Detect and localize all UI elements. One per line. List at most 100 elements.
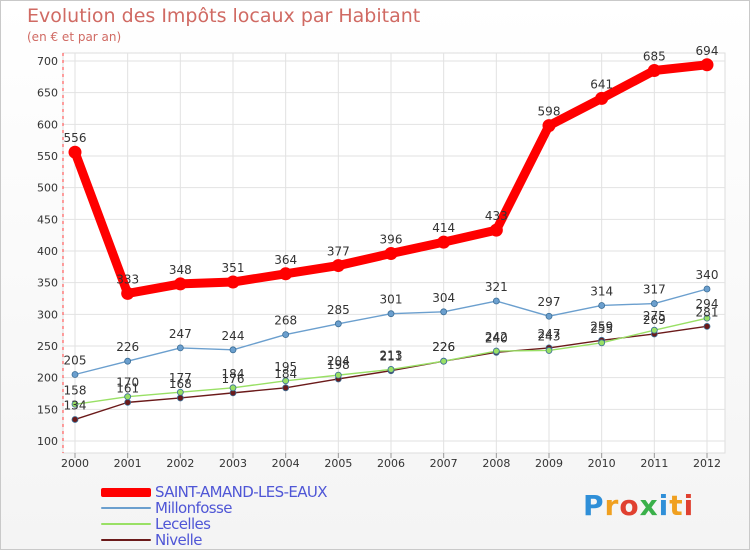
x-tick-label: 2001 (114, 457, 142, 470)
x-tick-label: 2005 (324, 457, 352, 470)
y-tick-label: 350 (37, 277, 58, 290)
data-point (229, 346, 237, 354)
x-tick-label: 2012 (693, 457, 721, 470)
data-label: 414 (432, 221, 455, 235)
data-point (176, 388, 184, 396)
x-tick-label: 2008 (482, 457, 510, 470)
y-tick-label: 450 (37, 213, 58, 226)
chart-legend: SAINT-AMAND-LES-EAUX Millonfosse Lecelle… (101, 483, 328, 549)
x-tick-label: 2011 (640, 457, 668, 470)
data-point (282, 384, 290, 392)
data-point (492, 347, 500, 355)
logo-letter: i (683, 489, 695, 522)
data-point (226, 275, 240, 289)
data-point (282, 377, 290, 385)
data-label: 134 (64, 398, 87, 412)
data-label: 321 (485, 280, 508, 294)
data-label: 226 (432, 340, 455, 354)
data-label: 213 (380, 348, 403, 362)
legend-item-saint-amand: SAINT-AMAND-LES-EAUX (101, 483, 328, 501)
data-point (384, 247, 398, 261)
legend-item-millonfosse: Millonfosse (101, 499, 327, 517)
data-point (124, 357, 132, 365)
data-point (176, 344, 184, 352)
data-label: 351 (222, 261, 245, 275)
data-label: 281 (696, 305, 719, 319)
data-label: 177 (169, 371, 192, 385)
legend-label: Nivelle (155, 531, 202, 549)
data-label: 204 (327, 354, 350, 368)
y-tick-label: 550 (37, 150, 58, 163)
logo-letter: r (604, 489, 620, 522)
data-label: 243 (538, 329, 561, 343)
x-tick-label: 2003 (219, 457, 247, 470)
data-label: 598 (538, 105, 561, 119)
data-point (489, 223, 503, 237)
data-point (545, 347, 553, 354)
data-point (68, 145, 82, 159)
data-label: 255 (590, 322, 613, 336)
data-label: 242 (485, 330, 508, 344)
data-point (334, 371, 342, 379)
logo-letter: t (669, 489, 684, 522)
proxiti-logo: Proxiti (583, 489, 694, 522)
x-tick-label: 2010 (588, 457, 616, 470)
data-point (279, 267, 293, 281)
legend-item-nivelle: Nivelle (101, 531, 327, 549)
data-label: 285 (327, 303, 350, 317)
legend-swatch (101, 523, 151, 525)
data-point (545, 312, 553, 320)
y-tick-label: 400 (37, 245, 58, 258)
data-label: 301 (380, 293, 403, 307)
data-label: 226 (116, 340, 139, 354)
data-point (334, 320, 342, 328)
x-tick-label: 2009 (535, 457, 563, 470)
x-tick-label: 2004 (272, 457, 300, 470)
data-point (647, 64, 661, 77)
legend-label: Millonfosse (155, 499, 232, 517)
legend-swatch (101, 487, 151, 497)
x-tick-label: 2002 (166, 457, 194, 470)
y-tick-label: 700 (37, 55, 58, 68)
data-point (229, 384, 237, 392)
legend-swatch (101, 507, 151, 509)
y-tick-label: 150 (37, 403, 58, 416)
data-point (595, 91, 609, 105)
data-point (176, 394, 184, 402)
logo-letter: i (658, 489, 670, 522)
y-tick-label: 300 (37, 308, 58, 321)
y-tick-label: 250 (37, 340, 58, 353)
data-label: 268 (274, 314, 297, 328)
data-label: 158 (64, 383, 87, 397)
data-label: 297 (538, 295, 561, 309)
data-point (703, 322, 711, 330)
data-point (492, 297, 500, 305)
data-label: 168 (169, 377, 192, 391)
data-label: 314 (590, 284, 613, 298)
data-label: 333 (116, 272, 139, 286)
data-point (331, 259, 345, 273)
x-tick-label: 2000 (61, 457, 89, 470)
data-label: 304 (432, 291, 455, 305)
y-tick-label: 200 (37, 372, 58, 385)
data-label: 244 (222, 329, 245, 343)
data-point (703, 314, 711, 322)
data-point (440, 308, 448, 316)
data-point (440, 357, 448, 365)
logo-letter: x (639, 489, 659, 522)
data-point (173, 277, 187, 291)
legend-item-lecelles: Lecelles (101, 515, 327, 533)
data-label: 275 (643, 309, 666, 323)
data-label: 161 (116, 381, 139, 395)
chart-subtitle: (en € et par an) (27, 30, 122, 44)
data-label: 259 (590, 319, 613, 333)
y-tick-label: 500 (37, 182, 58, 195)
data-label: 377 (327, 245, 350, 259)
x-tick-label: 2007 (430, 457, 458, 470)
y-tick-label: 650 (37, 87, 58, 100)
data-label: 269 (643, 313, 666, 327)
data-label: 247 (169, 327, 192, 341)
data-point (124, 393, 132, 401)
data-point (542, 119, 556, 133)
